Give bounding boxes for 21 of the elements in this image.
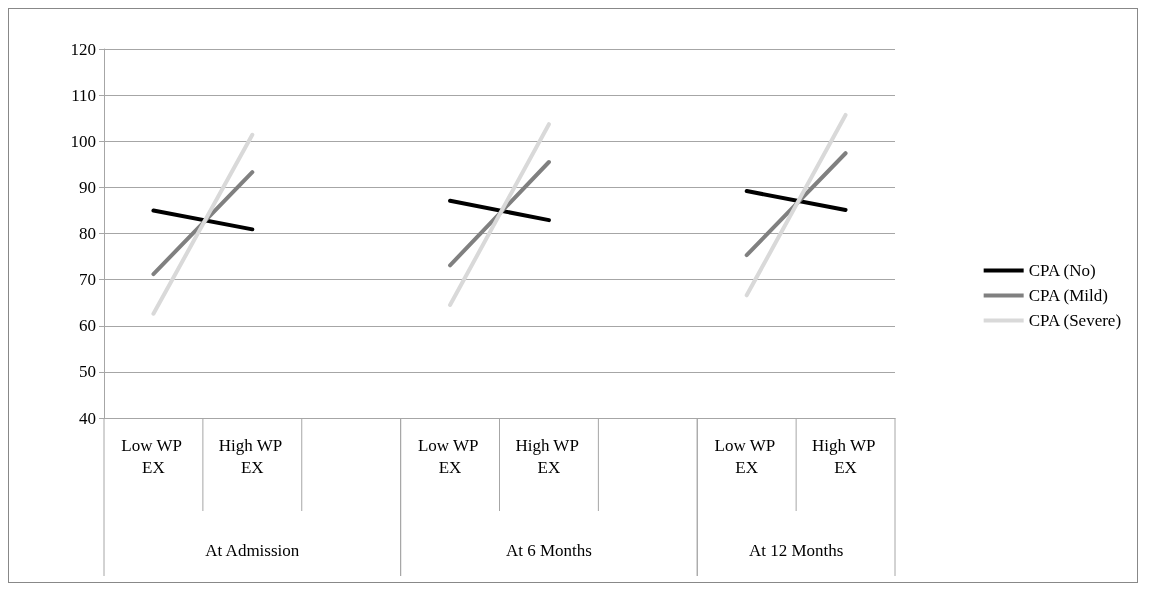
x-tick-label: High WP EX bbox=[515, 435, 583, 477]
y-tick-label: 80 bbox=[79, 224, 96, 243]
y-tick-label: 110 bbox=[71, 85, 96, 105]
legend-label: CPA (Severe) bbox=[1028, 311, 1122, 330]
y-tick-label: 70 bbox=[79, 270, 96, 290]
text: At 12 Months bbox=[748, 540, 844, 560]
y-tick-label: 40 bbox=[79, 408, 96, 428]
y-tick-label: 60 bbox=[79, 316, 96, 336]
text: At 6 Months bbox=[505, 540, 592, 560]
x-tick-label: Low WP EX bbox=[714, 435, 779, 477]
text: At Admission bbox=[205, 540, 300, 560]
y-tick-label: 90 bbox=[79, 177, 96, 197]
y-tick-label: 100 bbox=[70, 131, 96, 151]
legend-label: CPA (No) bbox=[1028, 261, 1096, 280]
legend-label: CPA (Mild) bbox=[1028, 286, 1108, 305]
y-tick-label: 50 bbox=[79, 362, 96, 382]
x-tick-label: High WP EX bbox=[218, 435, 286, 477]
x-tick-label: Low WP EX bbox=[417, 435, 483, 477]
x-tick-label: Low WP EX bbox=[121, 435, 186, 477]
y-tick-label: 120 bbox=[70, 39, 96, 59]
x-tick-label: High WP EX bbox=[812, 435, 880, 477]
